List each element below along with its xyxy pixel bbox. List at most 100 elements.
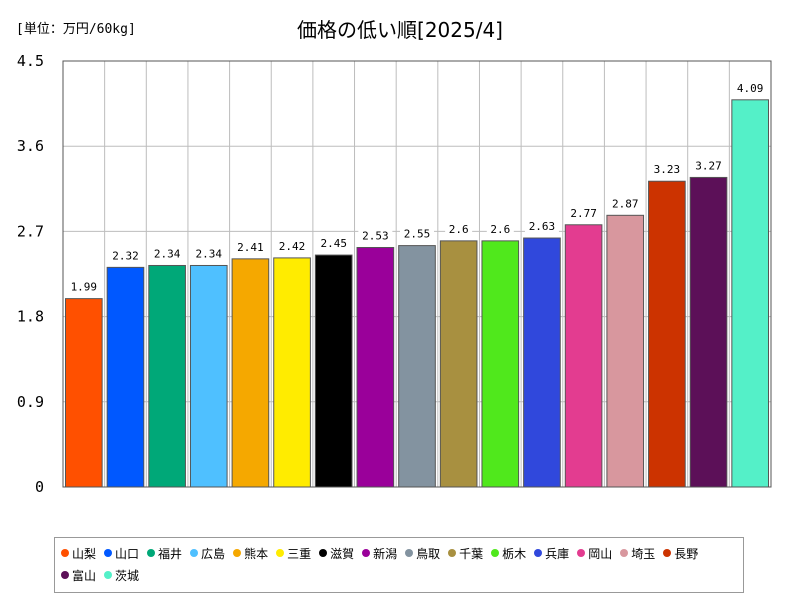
legend-label: 鳥取: [416, 546, 441, 561]
bar-埼玉: [606, 214, 645, 488]
legend-dot: [362, 549, 371, 557]
legend-dot: [104, 571, 113, 579]
legend-label: 千葉: [459, 546, 484, 561]
legend-dot: [448, 549, 457, 557]
legend-label: 兵庫: [545, 546, 570, 561]
bar-新潟: [356, 246, 395, 488]
bar-三重: [273, 257, 311, 488]
legend-label: 広島: [201, 546, 226, 561]
y-tick-label: 4.5: [17, 52, 44, 70]
value-label-background: [445, 220, 473, 236]
y-tick-label: 0.9: [17, 393, 44, 411]
legend-dot: [61, 571, 69, 579]
value-label: 2.41: [237, 241, 264, 254]
legend-dot: [190, 549, 199, 557]
legend-dot: [663, 549, 672, 557]
legend-dot: [276, 549, 285, 557]
y-tick-labels: 0 0.9 1.8 2.7 3.6 4.5: [17, 52, 44, 496]
legend-dot: [61, 549, 69, 557]
bar-熊本: [231, 258, 270, 488]
legend-item: 山梨: [61, 542, 96, 564]
value-label-background: [649, 161, 684, 177]
value-label-background: [486, 220, 514, 236]
value-label: 4.09: [737, 82, 764, 95]
value-label-background: [733, 79, 768, 95]
legend-label: 長野: [674, 546, 699, 561]
legend-dot: [233, 549, 242, 557]
value-label: 1.99: [71, 281, 98, 294]
value-label-background: [524, 218, 559, 234]
value-label: 2.45: [320, 237, 347, 250]
value-label: 2.55: [404, 228, 431, 241]
legend-item: 三重: [276, 542, 311, 564]
value-label-background: [191, 245, 226, 261]
legend-item: 埼玉: [620, 542, 655, 564]
legend-item: 千葉: [448, 542, 483, 564]
bar-山梨: [65, 298, 103, 488]
legend-label: 熊本: [244, 546, 269, 561]
value-label: 2.87: [612, 197, 639, 210]
legend-label: 滋賀: [330, 546, 355, 561]
value-label: 2.34: [154, 247, 181, 260]
legend-dot: [405, 549, 414, 557]
y-tick-label: 0: [35, 478, 44, 496]
value-labels: 1.99 2.32 2.34 2.34 2.41 2.42 2.45 2.53 2.55 2.6 2…: [66, 79, 768, 294]
legend-item: 兵庫: [534, 542, 569, 564]
legend-item: 富山: [61, 564, 96, 586]
legend-item: 栃木: [491, 542, 526, 564]
unit-label: [単位：万円/60kg]: [16, 22, 136, 37]
value-label-background: [566, 204, 601, 220]
legend-label: 埼玉: [631, 546, 656, 561]
legend-item: 広島: [190, 542, 225, 564]
legend-dot: [147, 549, 156, 557]
legend-dot: [104, 549, 113, 557]
legend-item: 山口: [104, 542, 139, 564]
bar-広島: [189, 264, 228, 488]
value-label: 2.32: [112, 249, 139, 262]
legend: 山梨 山口 福井 広島 熊本 三重 滋賀 新潟 鳥取 千葉 栃木 兵庫 岡山 埼玉 長野富山 茨城: [54, 537, 744, 593]
bar-福井: [148, 264, 186, 488]
legend-label: 茨城: [115, 568, 140, 583]
value-label-background: [691, 157, 726, 173]
legend-label: 福井: [158, 546, 183, 561]
legend-dot: [577, 549, 586, 557]
value-label: 2.42: [279, 240, 306, 253]
value-label: 3.27: [695, 159, 722, 172]
y-tick-label: 2.7: [17, 222, 44, 240]
legend-label: 新潟: [373, 546, 398, 561]
value-label-background: [108, 247, 143, 263]
value-label: 2.77: [570, 207, 597, 220]
value-label-background: [316, 235, 351, 251]
value-label-background: [400, 225, 434, 241]
legend-item: 岡山: [577, 542, 612, 564]
value-label: 2.53: [362, 229, 389, 242]
legend-label: 栃木: [502, 546, 527, 561]
value-label: 2.6: [490, 223, 510, 236]
legend-dot: [534, 549, 543, 557]
legend-item: 福井: [147, 542, 182, 564]
legend-item: 新潟: [362, 542, 397, 564]
bar-滋賀: [314, 254, 353, 488]
value-label: 2.63: [529, 220, 556, 233]
bar-山口: [106, 266, 145, 488]
legend-item: 熊本: [233, 542, 268, 564]
chart-title: 価格の低い順[2025/4]: [297, 18, 503, 42]
bar-千葉: [439, 240, 478, 488]
bar-chart: 0 0.9 1.8 2.7 3.6 4.5 1.99 2.32 2.34 2.34 2.41 2.4…: [17, 52, 772, 496]
value-label: 3.23: [654, 163, 681, 176]
legend-label: 富山: [72, 568, 97, 583]
legend-dot: [620, 549, 629, 557]
plot-frame: [62, 60, 772, 488]
legend-dot: [491, 549, 500, 557]
legend-item: 長野: [663, 542, 698, 564]
value-label-background: [608, 195, 643, 211]
bar-富山: [689, 176, 728, 488]
bar-鳥取: [398, 245, 436, 488]
legend-item: 鳥取: [405, 542, 440, 564]
value-label-background: [233, 238, 268, 254]
bar-茨城: [731, 99, 770, 488]
legend-item: 茨城: [104, 564, 139, 586]
value-label: 2.6: [449, 223, 469, 236]
bars: [65, 99, 770, 488]
bar-岡山: [564, 224, 603, 488]
